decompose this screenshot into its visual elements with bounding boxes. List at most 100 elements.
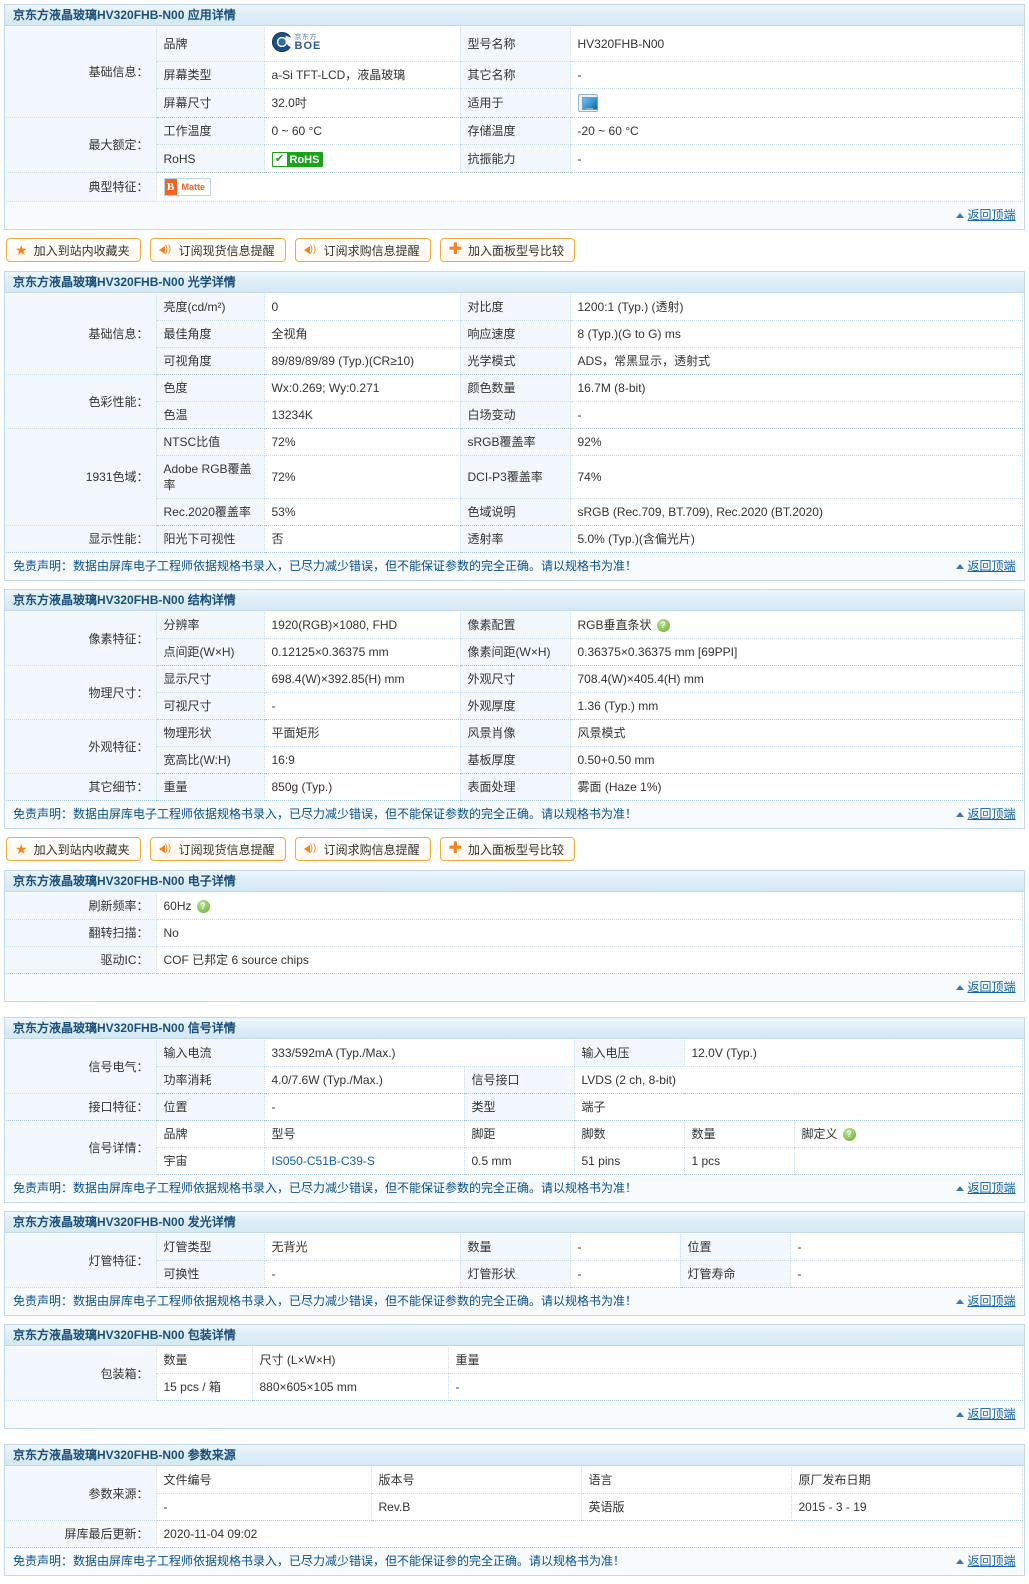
button-label: 订阅现货信息提醒 (178, 243, 275, 258)
help-icon[interactable]: ? (196, 900, 210, 914)
label-last-update: 屏库最后更新： (6, 1520, 157, 1548)
plus-icon: ✚ (448, 840, 463, 857)
label-screen-size: 屏幕尺寸 (156, 88, 265, 118)
table-row: 可换性 - 灯管形状 - 灯管寿命 - (6, 1260, 1023, 1288)
label-optical-mode: 光学模式 (460, 347, 571, 375)
add-to-compare-button[interactable]: ✚ 加入面板型号比较 (439, 238, 576, 262)
label-rec2020: Rec.2020覆盖率 (156, 498, 265, 526)
panel-title-structure: 京东方液晶玻璃HV320FHB-N00 结构详情 (5, 590, 1024, 611)
table-row: 基础信息： 品牌 京东方 BOE 型号名称 HV320FHB-N00 (6, 27, 1023, 118)
value-replaceability: - (264, 1260, 461, 1288)
table-row: 基础信息： 亮度(cd/m²) 0 对比度 1200:1 (Typ.) (透射) (6, 294, 1023, 375)
table-row-header: 包装箱： 数量 尺寸 (L×W×H) 重量 (6, 1347, 1023, 1401)
group-label-max-rating: 最大额定： (6, 117, 157, 173)
value-aspect-ratio: 16:9 (264, 746, 461, 774)
spacer (4, 1437, 1025, 1444)
boe-logo-icon: 京东方 BOE (271, 32, 322, 52)
subscribe-stock-alert-button[interactable]: )) 订阅现货信息提醒 (149, 837, 286, 861)
help-icon[interactable]: ? (656, 619, 670, 633)
label-applicable: 适用于 (460, 88, 571, 118)
add-to-favorites-button[interactable]: ★ 加入到站内收藏夹 (6, 238, 141, 262)
label-driver-ic: 驱动IC： (6, 946, 157, 974)
value-resolution: 1920(RGB)×1080, FHD (264, 612, 461, 639)
value-storage-temp: -20 ~ 60 °C (570, 117, 1023, 145)
value-pixel-config-text: RGB垂直条状 (577, 618, 652, 632)
subscribe-wanted-alert-button[interactable]: )) 订阅求购信息提醒 (294, 238, 431, 262)
table-row: 外观特征： 物理形状 平面矩形 风景肖像 风景模式 (6, 719, 1023, 774)
electronic-table: 刷新频率： 60Hz? 翻转扫描： No 驱动IC： COF 已邦定 6 sou… (6, 893, 1023, 1000)
group-label-other-detail: 其它细节： (6, 773, 157, 801)
structure-table: 像素特征： 分辨率 1920(RGB)×1080, FHD 像素配置 RGB垂直… (6, 612, 1023, 827)
group-label-basic: 基础信息： (6, 27, 157, 118)
subscribe-wanted-alert-button[interactable]: )) 订阅求购信息提醒 (294, 837, 431, 861)
label-signal-interface: 信号接口 (464, 1066, 575, 1094)
panel-title-signal: 京东方液晶玻璃HV320FHB-N00 信号详情 (5, 1018, 1024, 1039)
caret-up-icon (956, 812, 965, 817)
back-to-top-link[interactable]: 返回顶端 (956, 208, 1016, 222)
matte-badge-b: B (164, 179, 177, 195)
table-row: - Rev.B 英语版 2015 - 3 - 19 (6, 1493, 1023, 1521)
cell-release-date: 2015 - 3 - 19 (791, 1493, 1023, 1521)
back-to-top-link[interactable]: 返回顶端 (956, 1407, 1016, 1421)
add-to-favorites-button[interactable]: ★ 加入到站内收藏夹 (6, 837, 141, 861)
speaker-icon: )) (158, 244, 173, 256)
connector-model-link[interactable]: IS050-C51B-C39-S (271, 1154, 375, 1168)
label-connector-position: 位置 (156, 1093, 265, 1121)
label-landscape-portrait: 风景肖像 (460, 719, 571, 747)
col-header-pins: 脚数 (574, 1120, 685, 1148)
panel-body-application: 基础信息： 品牌 京东方 BOE 型号名称 HV320FHB-N00 (5, 26, 1024, 229)
table-row-disclaimer: 免责声明：数据由屏库电子工程师依据规格书录入，已尽力减少错误，但不能保证参的完全… (6, 1547, 1023, 1574)
back-to-top-link[interactable]: 返回顶端 (956, 1293, 1016, 1309)
value-transmittance: 5.0% (Typ.)(含偏光片) (570, 525, 1023, 553)
back-to-top-link[interactable]: 返回顶端 (956, 1180, 1016, 1196)
back-to-top-link[interactable]: 返回顶端 (956, 980, 1016, 994)
table-row: 最佳角度 全视角 响应速度 8 (Typ.)(G to G) ms (6, 320, 1023, 348)
table-row: 可视角度 89/89/89/89 (Typ.)(CR≥10) 光学模式 ADS，… (6, 347, 1023, 375)
subscribe-stock-alert-button[interactable]: )) 订阅现货信息提醒 (149, 238, 286, 262)
label-pixel-pitch: 像素间距(W×H) (460, 638, 571, 666)
label-brand: 品牌 (156, 27, 265, 62)
value-brand: 京东方 BOE (264, 27, 461, 62)
table-row: 驱动IC： COF 已邦定 6 source chips (6, 946, 1023, 974)
table-row: 色彩性能： 色度 Wx:0.269; Wy:0.271 颜色数量 16.7M (… (6, 374, 1023, 429)
cell-connector-pins: 51 pins (574, 1147, 685, 1175)
panel-title-source: 京东方液晶玻璃HV320FHB-N00 参数来源 (5, 1445, 1024, 1466)
group-label-source: 参数来源： (6, 1467, 157, 1521)
label-aspect-ratio: 宽高比(W:H) (156, 746, 265, 774)
col-header-pitch: 脚距 (464, 1120, 575, 1148)
label-brightness: 亮度(cd/m²) (156, 294, 265, 321)
table-row-header: 信号详情： 品牌 型号 脚距 脚数 数量 脚定义? (6, 1120, 1023, 1175)
group-label-signal-electrical: 信号电气： (6, 1040, 157, 1094)
table-row: 功率消耗 4.0/7.6W (Typ./Max.) 信号接口 LVDS (2 c… (6, 1066, 1023, 1094)
col-header-model: 型号 (264, 1120, 465, 1148)
value-brightness: 0 (264, 294, 461, 321)
label-input-current: 输入电流 (156, 1040, 265, 1067)
help-icon[interactable]: ? (842, 1128, 856, 1142)
label-contrast: 对比度 (460, 294, 571, 321)
panel-body-optical: 基础信息： 亮度(cd/m²) 0 对比度 1200:1 (Typ.) (透射)… (5, 293, 1024, 580)
group-label-package-box: 包装箱： (6, 1347, 157, 1401)
label-viewing-angle: 可视角度 (156, 347, 265, 375)
value-outline-thickness: 1.36 (Typ.) mm (570, 692, 1023, 720)
label-screen-type: 屏幕类型 (156, 61, 265, 89)
value-screen-size: 32.0吋 (264, 88, 461, 118)
value-power-consumption: 4.0/7.6W (Typ./Max.) (264, 1066, 465, 1094)
disclaimer-text: 免责声明：数据由屏库电子工程师依据规格书录入，已尽力减少错误，但不能保证参数的完… (13, 559, 638, 573)
add-to-compare-button[interactable]: ✚ 加入面板型号比较 (439, 837, 576, 861)
col-header-package-qty: 数量 (156, 1347, 253, 1374)
back-to-top-link[interactable]: 返回顶端 (956, 558, 1016, 574)
back-to-top-label: 返回顶端 (967, 1554, 1016, 1568)
optical-table: 基础信息： 亮度(cd/m²) 0 对比度 1200:1 (Typ.) (透射)… (6, 294, 1023, 579)
back-to-top-link[interactable]: 返回顶端 (956, 806, 1016, 822)
label-input-voltage: 输入电压 (574, 1040, 685, 1067)
value-viewable-size: - (264, 692, 461, 720)
table-row: 显示性能： 阳光下可视性 否 透射率 5.0% (Typ.)(含偏光片) (6, 525, 1023, 553)
col-header-release-date: 原厂发布日期 (791, 1467, 1023, 1494)
value-lamp-type: 无背光 (264, 1234, 461, 1261)
label-other-name: 其它名称 (460, 61, 571, 89)
label-best-angle: 最佳角度 (156, 320, 265, 348)
back-to-top-link[interactable]: 返回顶端 (956, 1553, 1016, 1569)
table-row: 翻转扫描： No (6, 919, 1023, 947)
value-dot-pitch: 0.12125×0.36375 mm (264, 638, 461, 666)
caret-up-icon (956, 1412, 965, 1417)
